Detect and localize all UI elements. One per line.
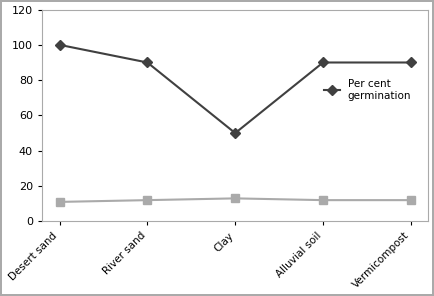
Line: Per cent
germination: Per cent germination [56,41,414,136]
Days [145,198,150,202]
Days [408,198,414,202]
Legend: Per cent
germination: Per cent germination [320,75,415,105]
Per cent
germination [233,131,238,135]
Days [320,198,326,202]
Per cent
germination [145,61,150,64]
Line: Days: Days [56,194,415,206]
Per cent
germination [320,61,326,64]
Days [233,197,238,200]
Per cent
germination [408,61,414,64]
Days [57,200,62,204]
Per cent
germination [57,43,62,47]
